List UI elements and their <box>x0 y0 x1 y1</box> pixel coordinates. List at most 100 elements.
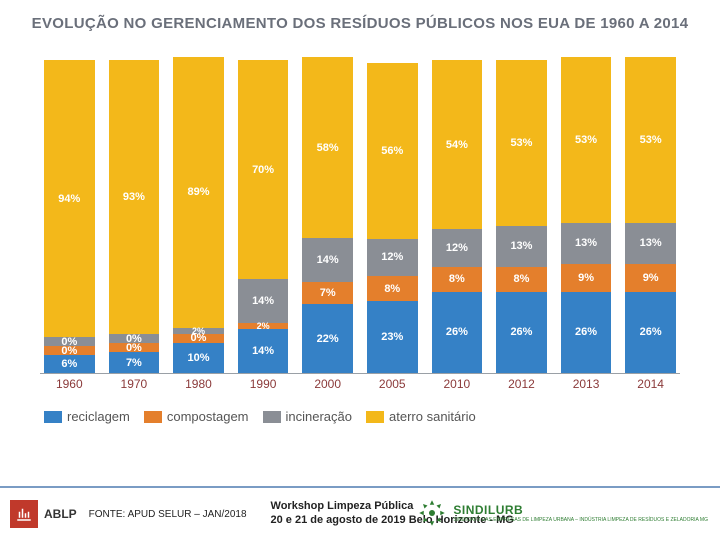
stacked-bar: 56% 12% 8% 23% <box>367 63 418 373</box>
bar-segment-aterro: 54% <box>432 60 483 229</box>
bar-segment-label: 13% <box>640 237 662 249</box>
bar-segment-aterro: 89% <box>173 57 224 328</box>
stacked-bar: 93%0%0%7% <box>109 60 160 373</box>
bar-segment-incineracao: 12% <box>432 229 483 267</box>
bar-segment-reciclagem: 23% <box>367 301 418 373</box>
bar-segment-incineracao: 12% <box>367 239 418 277</box>
bar-column: 53% 13% 9% 26% <box>561 58 612 373</box>
bar-segment-reciclagem: 6% <box>44 355 95 373</box>
legend-item-incineracao: incineração <box>263 409 353 424</box>
bar-segment-label: 9% <box>578 272 594 284</box>
chart-area: 94%0%0%6%93%0%0%7%89%2%0%10%70%14%2%14%5… <box>40 58 680 428</box>
stacked-bar: 58% 14% 7%22% <box>302 57 353 373</box>
sindilurb-sub: SINDICATO DAS EMPRESAS DE LIMPEZA URBANA… <box>453 517 708 523</box>
footer: ABLP FONTE: APUD SELUR – JAN/2018 Worksh… <box>0 486 720 540</box>
x-axis: 1960197019801990200020052010201220132014 <box>40 374 680 394</box>
x-axis-label: 1980 <box>173 374 224 394</box>
bar-segment-aterro: 53% <box>561 57 612 223</box>
stacked-bar: 54% 12% 8% 26% <box>432 60 483 373</box>
bar-segment-reciclagem: 22% <box>302 304 353 373</box>
bar-segment-reciclagem: 26% <box>432 292 483 373</box>
bar-segment-aterro: 93% <box>109 60 160 334</box>
bar-segment-compostagem: 0% <box>109 343 160 352</box>
bar-segment-incineracao: 13% <box>625 223 676 264</box>
bar-segment-label: 53% <box>640 134 662 146</box>
bar-segment-compostagem: 9% <box>625 264 676 292</box>
legend-item-aterro: aterro sanitário <box>366 409 476 424</box>
bar-segment-reciclagem: 26% <box>496 292 547 373</box>
stacked-bar: 89%2%0%10% <box>173 57 224 373</box>
bar-segment-reciclagem: 14% <box>238 329 289 373</box>
bar-segment-aterro: 53% <box>625 57 676 223</box>
sindilurb-logo: SINDILURB SINDICATO DAS EMPRESAS DE LIMP… <box>417 498 708 528</box>
bar-segment-label: 26% <box>575 326 597 338</box>
bar-segment-aterro: 53% <box>496 60 547 226</box>
bar-segment-compostagem: 9% <box>561 264 612 292</box>
slide: { "chart": { "type": "stacked-bar-100", … <box>0 0 720 540</box>
legend: reciclagem compostagem incineração aterro s… <box>40 409 680 424</box>
stacked-bar: 53% 13% 9% 26% <box>561 57 612 373</box>
x-axis-label: 1970 <box>109 374 160 394</box>
legend-swatch <box>263 411 281 423</box>
bar-segment-label: 89% <box>187 186 209 198</box>
bar-column: 54% 12% 8% 26% <box>432 58 483 373</box>
x-axis-label: 2000 <box>302 374 353 394</box>
sindilurb-text: SINDILURB SINDICATO DAS EMPRESAS DE LIMP… <box>453 503 708 523</box>
bar-segment-compostagem: 7% <box>302 282 353 304</box>
bar-segment-label: 70% <box>252 164 274 176</box>
legend-label: incineração <box>286 409 353 424</box>
source-text: FONTE: APUD SELUR – JAN/2018 <box>89 509 247 520</box>
bar-segment-label: 14% <box>252 295 274 307</box>
bar-segment-label: 8% <box>449 273 465 285</box>
bar-segment-compostagem: 8% <box>432 267 483 292</box>
chart-title: EVOLUÇÃO NO GERENCIAMENTO DOS RESÍDUOS P… <box>0 0 720 34</box>
legend-swatch <box>144 411 162 423</box>
bar-segment-label: 9% <box>643 272 659 284</box>
bar-segment-label: 26% <box>640 326 662 338</box>
bar-segment-aterro: 58% <box>302 57 353 238</box>
bar-segment-label: 56% <box>381 145 403 157</box>
x-axis-label: 2010 <box>432 374 483 394</box>
stacked-bar: 70%14%2%14% <box>238 60 289 373</box>
x-axis-label: 1960 <box>44 374 95 394</box>
legend-label: aterro sanitário <box>389 409 476 424</box>
bar-column: 70%14%2%14% <box>238 58 289 373</box>
bar-segment-label: 26% <box>510 326 532 338</box>
ablp-logo-icon <box>10 500 38 528</box>
bar-segment-label: 53% <box>510 137 532 149</box>
bar-column: 53% 13% 8% 26% <box>496 58 547 373</box>
bar-column: 93%0%0%7% <box>109 58 160 373</box>
plot-area: 94%0%0%6%93%0%0%7%89%2%0%10%70%14%2%14%5… <box>40 58 680 374</box>
legend-item-reciclagem: reciclagem <box>44 409 130 424</box>
stacked-bar: 53% 13% 9% 26% <box>625 57 676 373</box>
stacked-bar: 94%0%0%6% <box>44 60 95 373</box>
bar-segment-compostagem: 8% <box>367 276 418 301</box>
bar-segment-label: 12% <box>446 242 468 254</box>
bar-segment-label: 23% <box>381 331 403 343</box>
sindilurb-name: SINDILURB <box>453 503 708 517</box>
bar-segment-label: 93% <box>123 191 145 203</box>
bar-segment-incineracao: 14% <box>238 279 289 323</box>
bar-column: 94%0%0%6% <box>44 58 95 373</box>
bar-segment-compostagem: 0% <box>173 334 224 343</box>
bar-column: 58% 14% 7%22% <box>302 58 353 373</box>
x-axis-label: 2005 <box>367 374 418 394</box>
bar-column: 56% 12% 8% 23% <box>367 58 418 373</box>
bar-segment-compostagem: 8% <box>496 267 547 292</box>
bar-segment-label: 13% <box>575 237 597 249</box>
legend-item-compostagem: compostagem <box>144 409 249 424</box>
bar-segment-reciclagem: 7% <box>109 352 160 373</box>
bar-segment-label: 54% <box>446 139 468 151</box>
bar-segment-label: 13% <box>510 240 532 252</box>
bar-segment-label: 8% <box>384 283 400 295</box>
bar-segment-label: 26% <box>446 326 468 338</box>
x-axis-label: 2012 <box>496 374 547 394</box>
bar-segment-reciclagem: 26% <box>561 292 612 373</box>
bar-segment-reciclagem: 26% <box>625 292 676 373</box>
x-axis-label: 2014 <box>625 374 676 394</box>
bar-segment-label: 14% <box>317 254 339 266</box>
bars-container: 94%0%0%6%93%0%0%7%89%2%0%10%70%14%2%14%5… <box>40 58 680 373</box>
bar-segment-incineracao: 13% <box>496 226 547 267</box>
sindilurb-icon <box>417 498 447 528</box>
stacked-bar: 53% 13% 8% 26% <box>496 60 547 373</box>
